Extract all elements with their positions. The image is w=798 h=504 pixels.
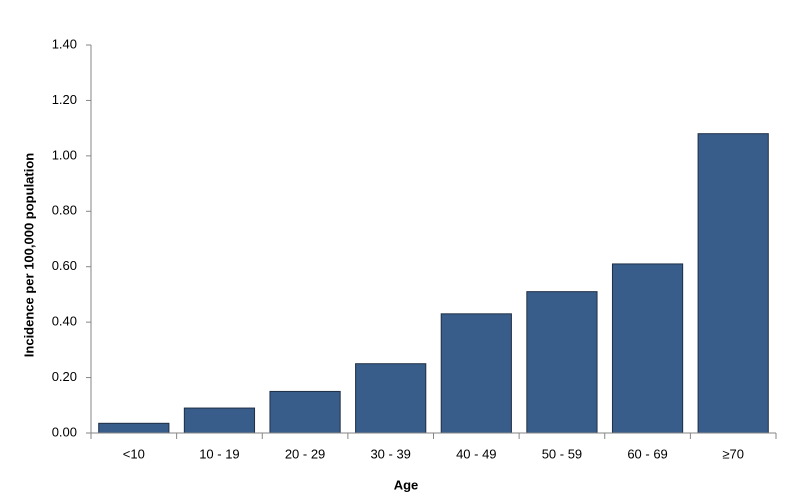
x-tick-label: 30 - 39: [370, 446, 410, 461]
bar: [611, 263, 684, 434]
bar: [183, 407, 256, 434]
x-tick-label: 50 - 59: [542, 446, 582, 461]
bar: [98, 422, 170, 434]
x-tick-label: 40 - 49: [456, 446, 496, 461]
y-tick-label: 0.60: [52, 258, 77, 273]
y-tick-label: 0.40: [52, 314, 77, 329]
x-tick-label: ≥70: [722, 446, 744, 461]
x-tick-label: 10 - 19: [199, 446, 239, 461]
bar: [269, 390, 341, 434]
y-tick-label: 0.80: [52, 203, 77, 218]
bar: [697, 133, 769, 434]
bar: [440, 313, 512, 434]
x-tick-label: 60 - 69: [627, 446, 667, 461]
y-tick-label: 0.00: [52, 424, 77, 439]
y-tick-label: 1.00: [52, 147, 77, 162]
y-tick-label: 1.20: [52, 92, 77, 107]
bar: [355, 363, 427, 434]
x-tick-label: <10: [123, 446, 145, 461]
x-tick-label: 20 - 29: [285, 446, 325, 461]
y-tick-label: 0.20: [52, 369, 77, 384]
y-axis-title: Incidence per 100,000 population: [21, 153, 36, 358]
x-axis-title: Age: [394, 477, 419, 492]
bar: [526, 291, 598, 434]
y-tick-label: 1.40: [52, 36, 77, 51]
